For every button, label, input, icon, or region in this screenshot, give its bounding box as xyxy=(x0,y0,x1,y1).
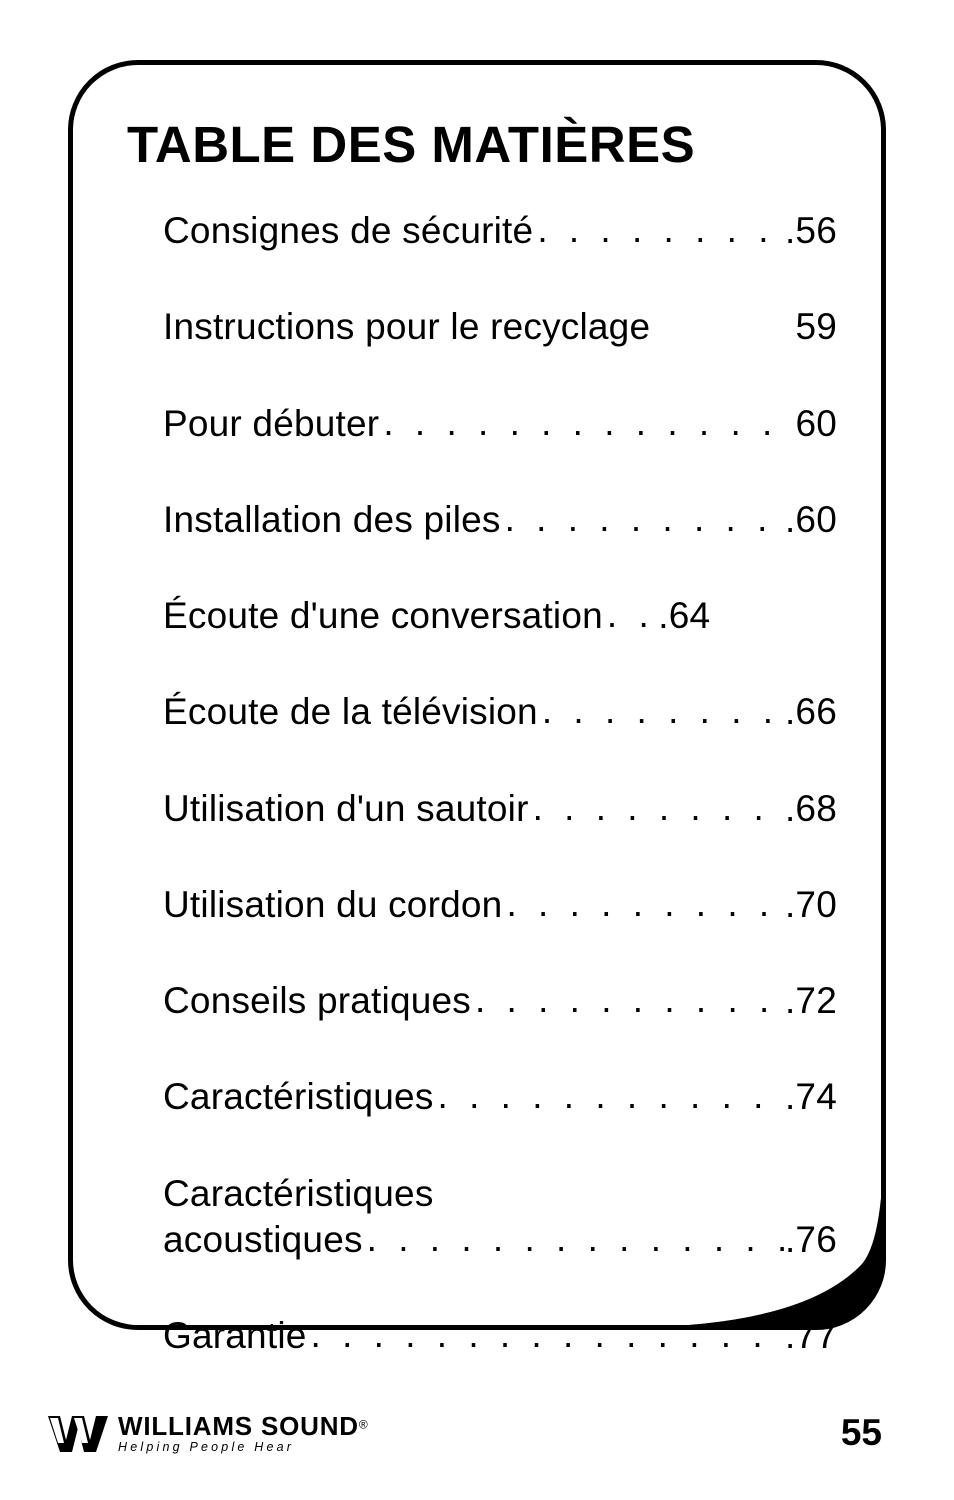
toc-label: Conseils pratiques xyxy=(163,978,471,1024)
toc-title: TABLE DES MATIÈRES xyxy=(127,115,837,174)
toc-entry: Instructions pour le recyclage 59 xyxy=(163,304,837,350)
toc-entry: Conseils pratiques . . . . . . . . . . .… xyxy=(163,978,837,1024)
toc-page: .64 xyxy=(658,593,710,639)
brand-registered-icon: ® xyxy=(359,1417,368,1431)
toc-leader-dots: . . . . . . . . . . . . . . . . . . . . … xyxy=(538,688,785,734)
brand-name: WILLIAMS SOUND xyxy=(118,1411,359,1441)
toc-entry: Caractéristiquesacoustiques . . . . . . … xyxy=(163,1171,837,1264)
toc-leader-dots: . . . . . . . . . . . . . . . . . . . . … xyxy=(533,207,785,253)
toc-leader-dots: . . . . . . . . . . . . . . . . . . . . … xyxy=(379,400,795,446)
toc-list: Consignes de sécurité . . . . . . . . . … xyxy=(123,208,837,1359)
page-container: TABLE DES MATIÈRES Consignes de sécurité… xyxy=(0,0,954,1500)
toc-entry: Garantie . . . . . . . . . . . . . . . .… xyxy=(163,1313,837,1359)
toc-label: Utilisation d'un sautoir xyxy=(163,786,529,832)
toc-leader-dots: . . xyxy=(603,592,658,638)
content-frame: TABLE DES MATIÈRES Consignes de sécurité… xyxy=(68,60,886,1330)
toc-leader-dots: . . . . . . . . . . . . . . . . . . . . … xyxy=(471,977,785,1023)
toc-page: 60 xyxy=(795,401,837,447)
toc-page: .74 xyxy=(785,1074,837,1120)
toc-label: Installation des piles xyxy=(163,497,501,543)
toc-label: Utilisation du cordon xyxy=(163,882,502,928)
toc-leader-dots: . . . . . . . . . . . . . . . . . . . . … xyxy=(501,496,785,542)
toc-label: Écoute d'une conversation xyxy=(163,593,603,639)
brand-block: WILLIAMS SOUND® Helping People Hear xyxy=(46,1412,368,1454)
toc-label: Pour débuter xyxy=(163,401,379,447)
page-footer: WILLIAMS SOUND® Helping People Hear 55 xyxy=(46,1412,882,1454)
toc-page: .70 xyxy=(785,882,837,928)
toc-label: Caractéristiques xyxy=(163,1171,837,1217)
toc-leader-dots: . . . . . . . . . . . . . . . . . . . . … xyxy=(434,1073,785,1119)
williams-logo-icon xyxy=(46,1412,110,1454)
toc-line2: acoustiques . . . . . . . . . . . . . . … xyxy=(163,1217,837,1263)
toc-page: .72 xyxy=(785,978,837,1024)
toc-label: Écoute de la télévision xyxy=(163,689,538,735)
toc-page: .77 xyxy=(785,1313,837,1359)
toc-page: .76 xyxy=(785,1217,837,1263)
toc-label: Consignes de sécurité xyxy=(163,208,533,254)
toc-page: .66 xyxy=(785,689,837,735)
toc-leader-dots: . . . . . . . . . . . . . . . . . . . . … xyxy=(363,1216,785,1262)
toc-entry: Pour débuter . . . . . . . . . . . . . .… xyxy=(163,401,837,447)
toc-entry: Écoute d'une conversation . ..64 xyxy=(163,593,837,639)
toc-label: Caractéristiques xyxy=(163,1074,434,1120)
toc-label2: acoustiques xyxy=(163,1217,363,1263)
toc-page: .68 xyxy=(785,786,837,832)
toc-page: .60 xyxy=(785,497,837,543)
toc-leader-dots: . . . . . . . . . . . . . . . . . . . . … xyxy=(307,1312,785,1358)
page-number: 55 xyxy=(841,1412,882,1454)
toc-gap xyxy=(650,304,660,350)
toc-entry: Caractéristiques . . . . . . . . . . . .… xyxy=(163,1074,837,1120)
toc-entry: Utilisation d'un sautoir . . . . . . . .… xyxy=(163,786,837,832)
toc-leader-dots: . . . . . . . . . . . . . . . . . . . . … xyxy=(502,881,785,927)
toc-entry: Écoute de la télévision . . . . . . . . … xyxy=(163,689,837,735)
toc-label: Garantie xyxy=(163,1313,307,1359)
brand-text: WILLIAMS SOUND® Helping People Hear xyxy=(118,1413,368,1454)
toc-leader-dots: . . . . . . . . . . . . . . . . . . . . … xyxy=(529,785,785,831)
brand-name-line: WILLIAMS SOUND® xyxy=(118,1413,368,1439)
toc-page: .56 xyxy=(785,208,837,254)
toc-entry: Consignes de sécurité . . . . . . . . . … xyxy=(163,208,837,254)
toc-entry: Utilisation du cordon . . . . . . . . . … xyxy=(163,882,837,928)
toc-label: Instructions pour le recyclage xyxy=(163,304,650,350)
toc-entry: Installation des piles . . . . . . . . .… xyxy=(163,497,837,543)
toc-page: 59 xyxy=(795,304,837,350)
brand-tagline: Helping People Hear xyxy=(118,1441,368,1454)
